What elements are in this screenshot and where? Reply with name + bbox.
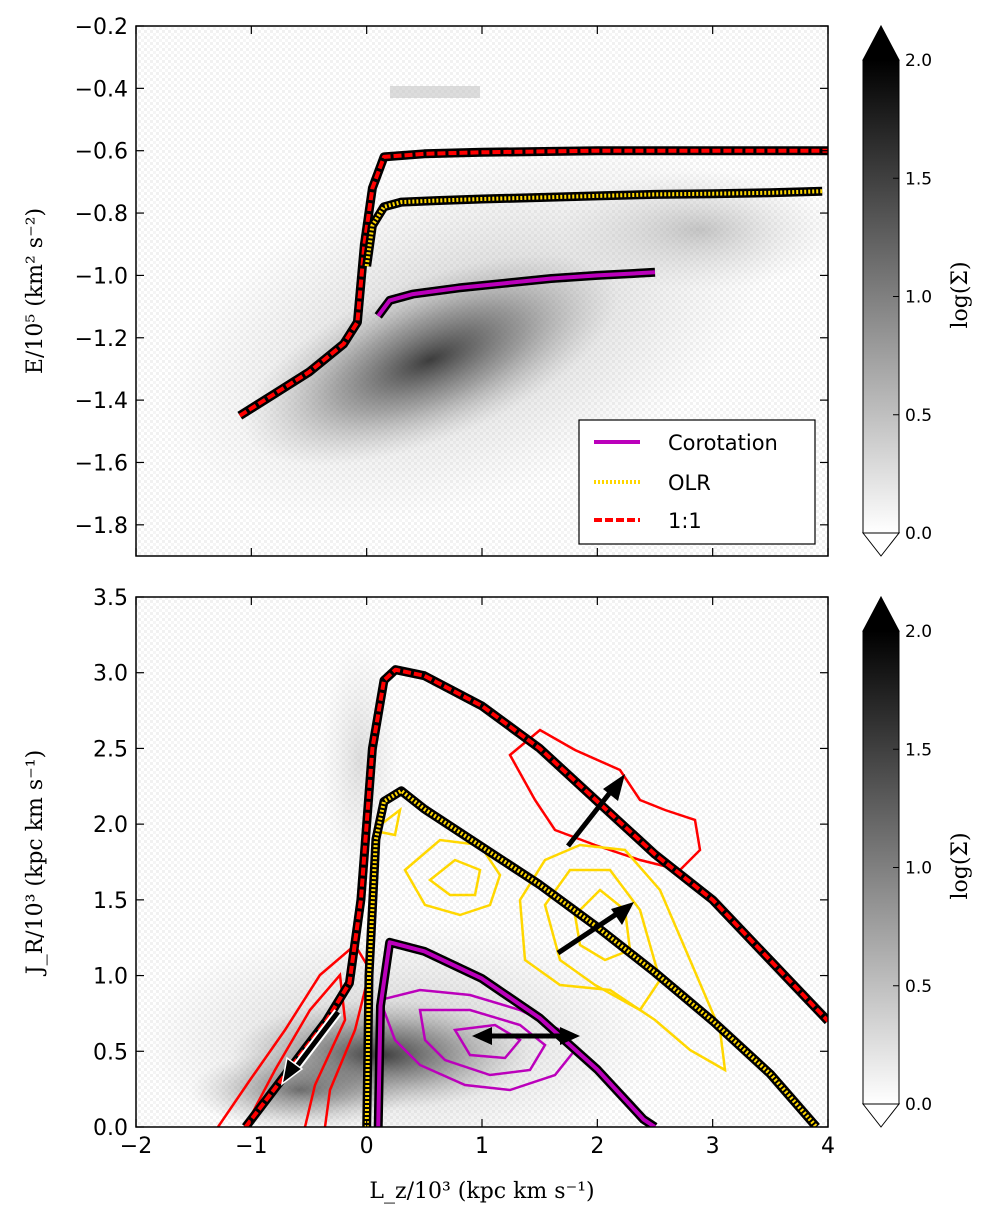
bottom-x-tick-label: 0 [360, 1134, 374, 1159]
contour-corotation-outer [378, 988, 577, 1092]
top-y-tick-label: −1.6 [75, 451, 128, 476]
top-colorbar: 0.0 0.5 1.0 1.5 2.0 log(Σ) [861, 24, 973, 557]
top-y-tick-label: −1.8 [75, 514, 128, 539]
legend: Corotation OLR 1:1 [578, 419, 816, 545]
contour-olr-left [403, 838, 502, 917]
bottom-y-tick-label: 1.0 [93, 965, 128, 990]
top-series-layer [237, 146, 828, 420]
top-colorbar-min-extend [861, 532, 901, 557]
top-x-axis [135, 26, 829, 556]
arrow-corotation-head-right [560, 1027, 580, 1045]
bottom-y-tick-label: 1.5 [93, 889, 128, 914]
bottom-x-tick-label: 4 [821, 1134, 835, 1159]
legend-label-corotation: Corotation [668, 431, 778, 455]
bottom-colorbar-label: log(Σ) [948, 832, 973, 899]
top-series-line-corotation [376, 270, 656, 318]
bottom-colorbar-min-extend [861, 1103, 901, 1128]
colorbar-tick-label: 0.5 [905, 977, 932, 997]
top-y-tick-label: −0.6 [75, 140, 128, 165]
colorbar-tick-label: 0.5 [905, 406, 932, 426]
top-y-tick-label: −0.4 [75, 77, 128, 102]
arrow-corotation-head-left [472, 1027, 492, 1045]
contour-corotation-inner [452, 1023, 522, 1060]
colorbar-tick-label: 2.0 [905, 622, 932, 642]
colorbar-tick-label: 1.5 [905, 169, 932, 189]
contour-olr-main [518, 843, 727, 1073]
top-density-map [136, 26, 828, 556]
top-series-outline-olr [362, 186, 823, 267]
arrow-1to1-head [603, 774, 625, 801]
colorbar-tick-label: 0.0 [905, 524, 932, 544]
colorbar-tick-label: 1.0 [905, 288, 932, 308]
bottom-x-tick-label: 1 [475, 1134, 489, 1159]
colorbar-tick-label: 2.0 [905, 51, 932, 71]
colorbar-tick-label: 1.0 [905, 859, 932, 879]
contour-corotation-mid [418, 1008, 547, 1077]
arrow-lower-shaft [292, 1010, 340, 1072]
top-panel: −0.2 −0.4 −0.6 −0.8 −1.0 −1.2 −1.4 −1.6 −1.8 E/1… [23, 15, 973, 557]
bottom-x-tick-label: 2 [590, 1134, 604, 1159]
bottom-contours [216, 728, 727, 1127]
bottom-series-line-olr [364, 788, 819, 1127]
arrow-1to1-shaft [566, 788, 614, 848]
legend-label-1to1: 1:1 [668, 509, 702, 533]
arrow-olr-shaft [556, 910, 620, 956]
bottom-y-axis: 0.0 0.5 1.0 1.5 2.0 2.5 3.0 3.5 [93, 586, 828, 1141]
bottom-x-tick-label: −2 [120, 1134, 152, 1159]
top-colorbar-label: log(Σ) [948, 261, 973, 328]
colorbar-tick-label: 1.5 [905, 740, 932, 760]
bottom-colorbar: 0.0 0.5 1.0 1.5 2.0 log(Σ) [861, 595, 973, 1128]
bottom-x-axis-label: L_z/10³ (kpc km s⁻¹) [369, 1179, 594, 1204]
annotation-arrows [280, 774, 634, 1086]
bottom-panel: 0.0 0.5 1.0 1.5 2.0 2.5 3.0 3.5 −2 −1 0 1 2 3 4 J_R/1… [23, 586, 973, 1204]
legend-label-olr: OLR [668, 471, 711, 495]
top-y-axis: −0.2 −0.4 −0.6 −0.8 −1.0 −1.2 −1.4 −1.6 −1.8 [75, 15, 828, 539]
top-y-tick-label: −0.8 [75, 202, 128, 227]
top-series-line-1to1 [238, 148, 828, 418]
bottom-series-line-1to1 [244, 667, 828, 1127]
bottom-y-tick-label: 2.0 [93, 813, 128, 838]
bottom-x-tick-label: −1 [235, 1134, 267, 1159]
bottom-y-tick-label: 2.5 [93, 737, 128, 762]
bottom-colorbar-max-extend [862, 595, 900, 632]
colorbar-tick-label: 0.0 [905, 1095, 932, 1115]
contour-1to1-lower-inner [243, 972, 347, 1127]
top-colorbar-max-extend [862, 24, 900, 61]
top-y-tick-label: −1.2 [75, 327, 128, 352]
bottom-density-map [136, 597, 828, 1127]
top-y-axis-label: E/10⁵ (km² s⁻²) [23, 208, 48, 374]
top-y-tick-label: −1.4 [75, 389, 128, 414]
bottom-y-tick-label: 0.0 [93, 1116, 128, 1141]
bottom-x-axis: −2 −1 0 1 2 3 4 [120, 597, 835, 1159]
bottom-series-layer [242, 665, 828, 1127]
contour-1to1-upper [508, 728, 702, 872]
contour-olr-left-inner [427, 858, 482, 897]
bottom-y-tick-label: 0.5 [93, 1040, 128, 1065]
bottom-y-tick-label: 3.5 [93, 586, 128, 611]
bottom-y-tick-label: 3.0 [93, 662, 128, 687]
arrow-lower-head [280, 1056, 304, 1086]
top-y-tick-label: −1.0 [75, 264, 128, 289]
bottom-y-axis-label: J_R/10³ (kpc km s⁻¹) [23, 750, 48, 976]
top-y-tick-label: −0.2 [75, 15, 128, 40]
arrow-olr-head [611, 902, 634, 925]
bottom-series-line-corotation [376, 940, 657, 1127]
bottom-x-tick-label: 3 [706, 1134, 720, 1159]
